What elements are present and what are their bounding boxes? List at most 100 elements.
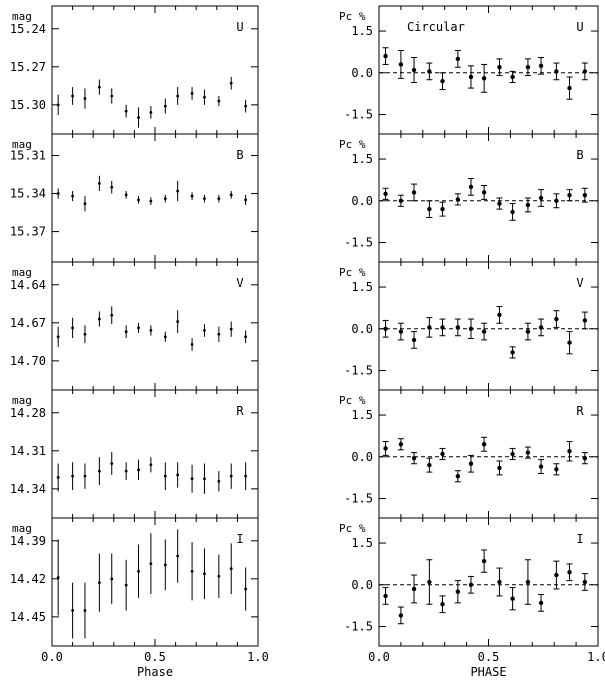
data-point (497, 65, 502, 70)
data-point (398, 198, 404, 203)
data-point (497, 312, 502, 318)
data-point (538, 600, 544, 606)
data-point (244, 587, 248, 591)
data-point (56, 335, 60, 339)
data-point (497, 201, 502, 206)
y-tick-label: -1.5 (344, 492, 373, 506)
data-point (567, 570, 572, 575)
data-point (149, 562, 153, 566)
y-axis-label: Pc % (339, 522, 366, 535)
photometry-panel-i: 14.39 14.42 14.45 mag I (10, 517, 259, 647)
data-point (203, 477, 206, 481)
y-tick-label: 14.34 (10, 482, 46, 496)
polarimetry-panel-u: 1.5 0.0 -1.5 Pc % U Circular (339, 5, 599, 135)
data-point (244, 335, 248, 339)
band-label: I (236, 532, 243, 546)
y-axis-label: mag (12, 10, 32, 23)
data-point (56, 476, 60, 479)
x-tick-label: 1.0 (247, 650, 269, 664)
y-tick-label: 14.31 (10, 444, 46, 458)
data-point (163, 197, 167, 201)
band-label: U (236, 20, 243, 34)
data-point (56, 576, 60, 579)
data-point (110, 185, 114, 189)
data-point (110, 313, 114, 317)
data-point (411, 455, 417, 461)
y-tick-label: 15.31 (10, 149, 46, 163)
data-point (440, 78, 445, 84)
data-point (398, 442, 404, 447)
y-tick-label: 1.5 (351, 280, 373, 294)
band-label: R (236, 404, 244, 418)
data-point (398, 613, 404, 618)
data-point (149, 111, 153, 114)
data-point (217, 479, 221, 483)
data-point (481, 190, 487, 195)
data-point (83, 97, 87, 100)
photometry-panel-r: 14.28 14.31 14.34 mag R (10, 389, 259, 519)
data-point (190, 477, 194, 481)
data-point (567, 340, 572, 345)
data-point (71, 474, 74, 478)
y-tick-label: 0.0 (351, 322, 373, 336)
data-point (582, 318, 588, 323)
data-point (217, 197, 221, 201)
data-point (455, 56, 461, 62)
data-point (440, 325, 445, 330)
data-point (538, 464, 544, 469)
y-axis-label: Pc % (339, 10, 366, 23)
y-tick-label: -1.5 (344, 364, 373, 378)
panel-frame (378, 389, 599, 519)
y-tick-label: 15.34 (10, 187, 46, 201)
data-point (468, 74, 474, 80)
data-point (427, 579, 432, 585)
data-point (440, 206, 445, 212)
data-point (411, 586, 417, 592)
data-point (398, 62, 404, 67)
data-point (71, 609, 74, 612)
data-point (149, 199, 153, 203)
y-tick-label: 14.45 (10, 610, 46, 624)
band-label: U (576, 20, 583, 34)
data-point (124, 193, 128, 197)
data-point (554, 316, 559, 322)
data-point (481, 558, 487, 564)
data-point (455, 197, 461, 202)
data-point (383, 191, 388, 197)
polarimetry-panel-v: 1.5 0.0 -1.5 Pc % V (339, 261, 599, 391)
panel-frame (51, 261, 259, 391)
data-point (554, 69, 559, 74)
data-point (383, 593, 388, 599)
data-point (481, 329, 487, 334)
y-tick-label: 14.28 (10, 406, 46, 420)
data-point (56, 103, 60, 107)
data-point (163, 563, 167, 567)
data-point (124, 109, 128, 113)
data-point (440, 451, 445, 457)
data-point (510, 596, 515, 601)
y-tick-label: 15.24 (10, 22, 46, 36)
data-point (455, 325, 461, 330)
data-point (217, 99, 221, 103)
y-tick-label: 0.0 (351, 450, 373, 464)
data-point (567, 449, 572, 454)
y-tick-label: 1.5 (351, 24, 373, 38)
polarimetry-panel-i: 1.5 0.0 -1.5 Pc % I (339, 517, 599, 647)
y-tick-label: 14.64 (10, 278, 46, 292)
data-point (176, 94, 180, 98)
data-point (440, 602, 445, 607)
data-point (229, 567, 233, 571)
y-tick-label: -1.5 (344, 108, 373, 122)
y-tick-label: 14.39 (10, 534, 46, 548)
data-point (244, 198, 248, 202)
data-point (229, 81, 233, 85)
x-axis-title: PHASE (470, 665, 506, 679)
data-point (229, 327, 233, 331)
data-point (137, 569, 140, 573)
data-point (190, 342, 194, 346)
data-point (176, 554, 180, 558)
photometry-panel-b: 15.31 15.34 15.37 mag B (10, 133, 259, 263)
y-tick-label: -1.5 (344, 236, 373, 250)
data-point (190, 92, 194, 95)
y-tick-label: 14.42 (10, 572, 46, 586)
